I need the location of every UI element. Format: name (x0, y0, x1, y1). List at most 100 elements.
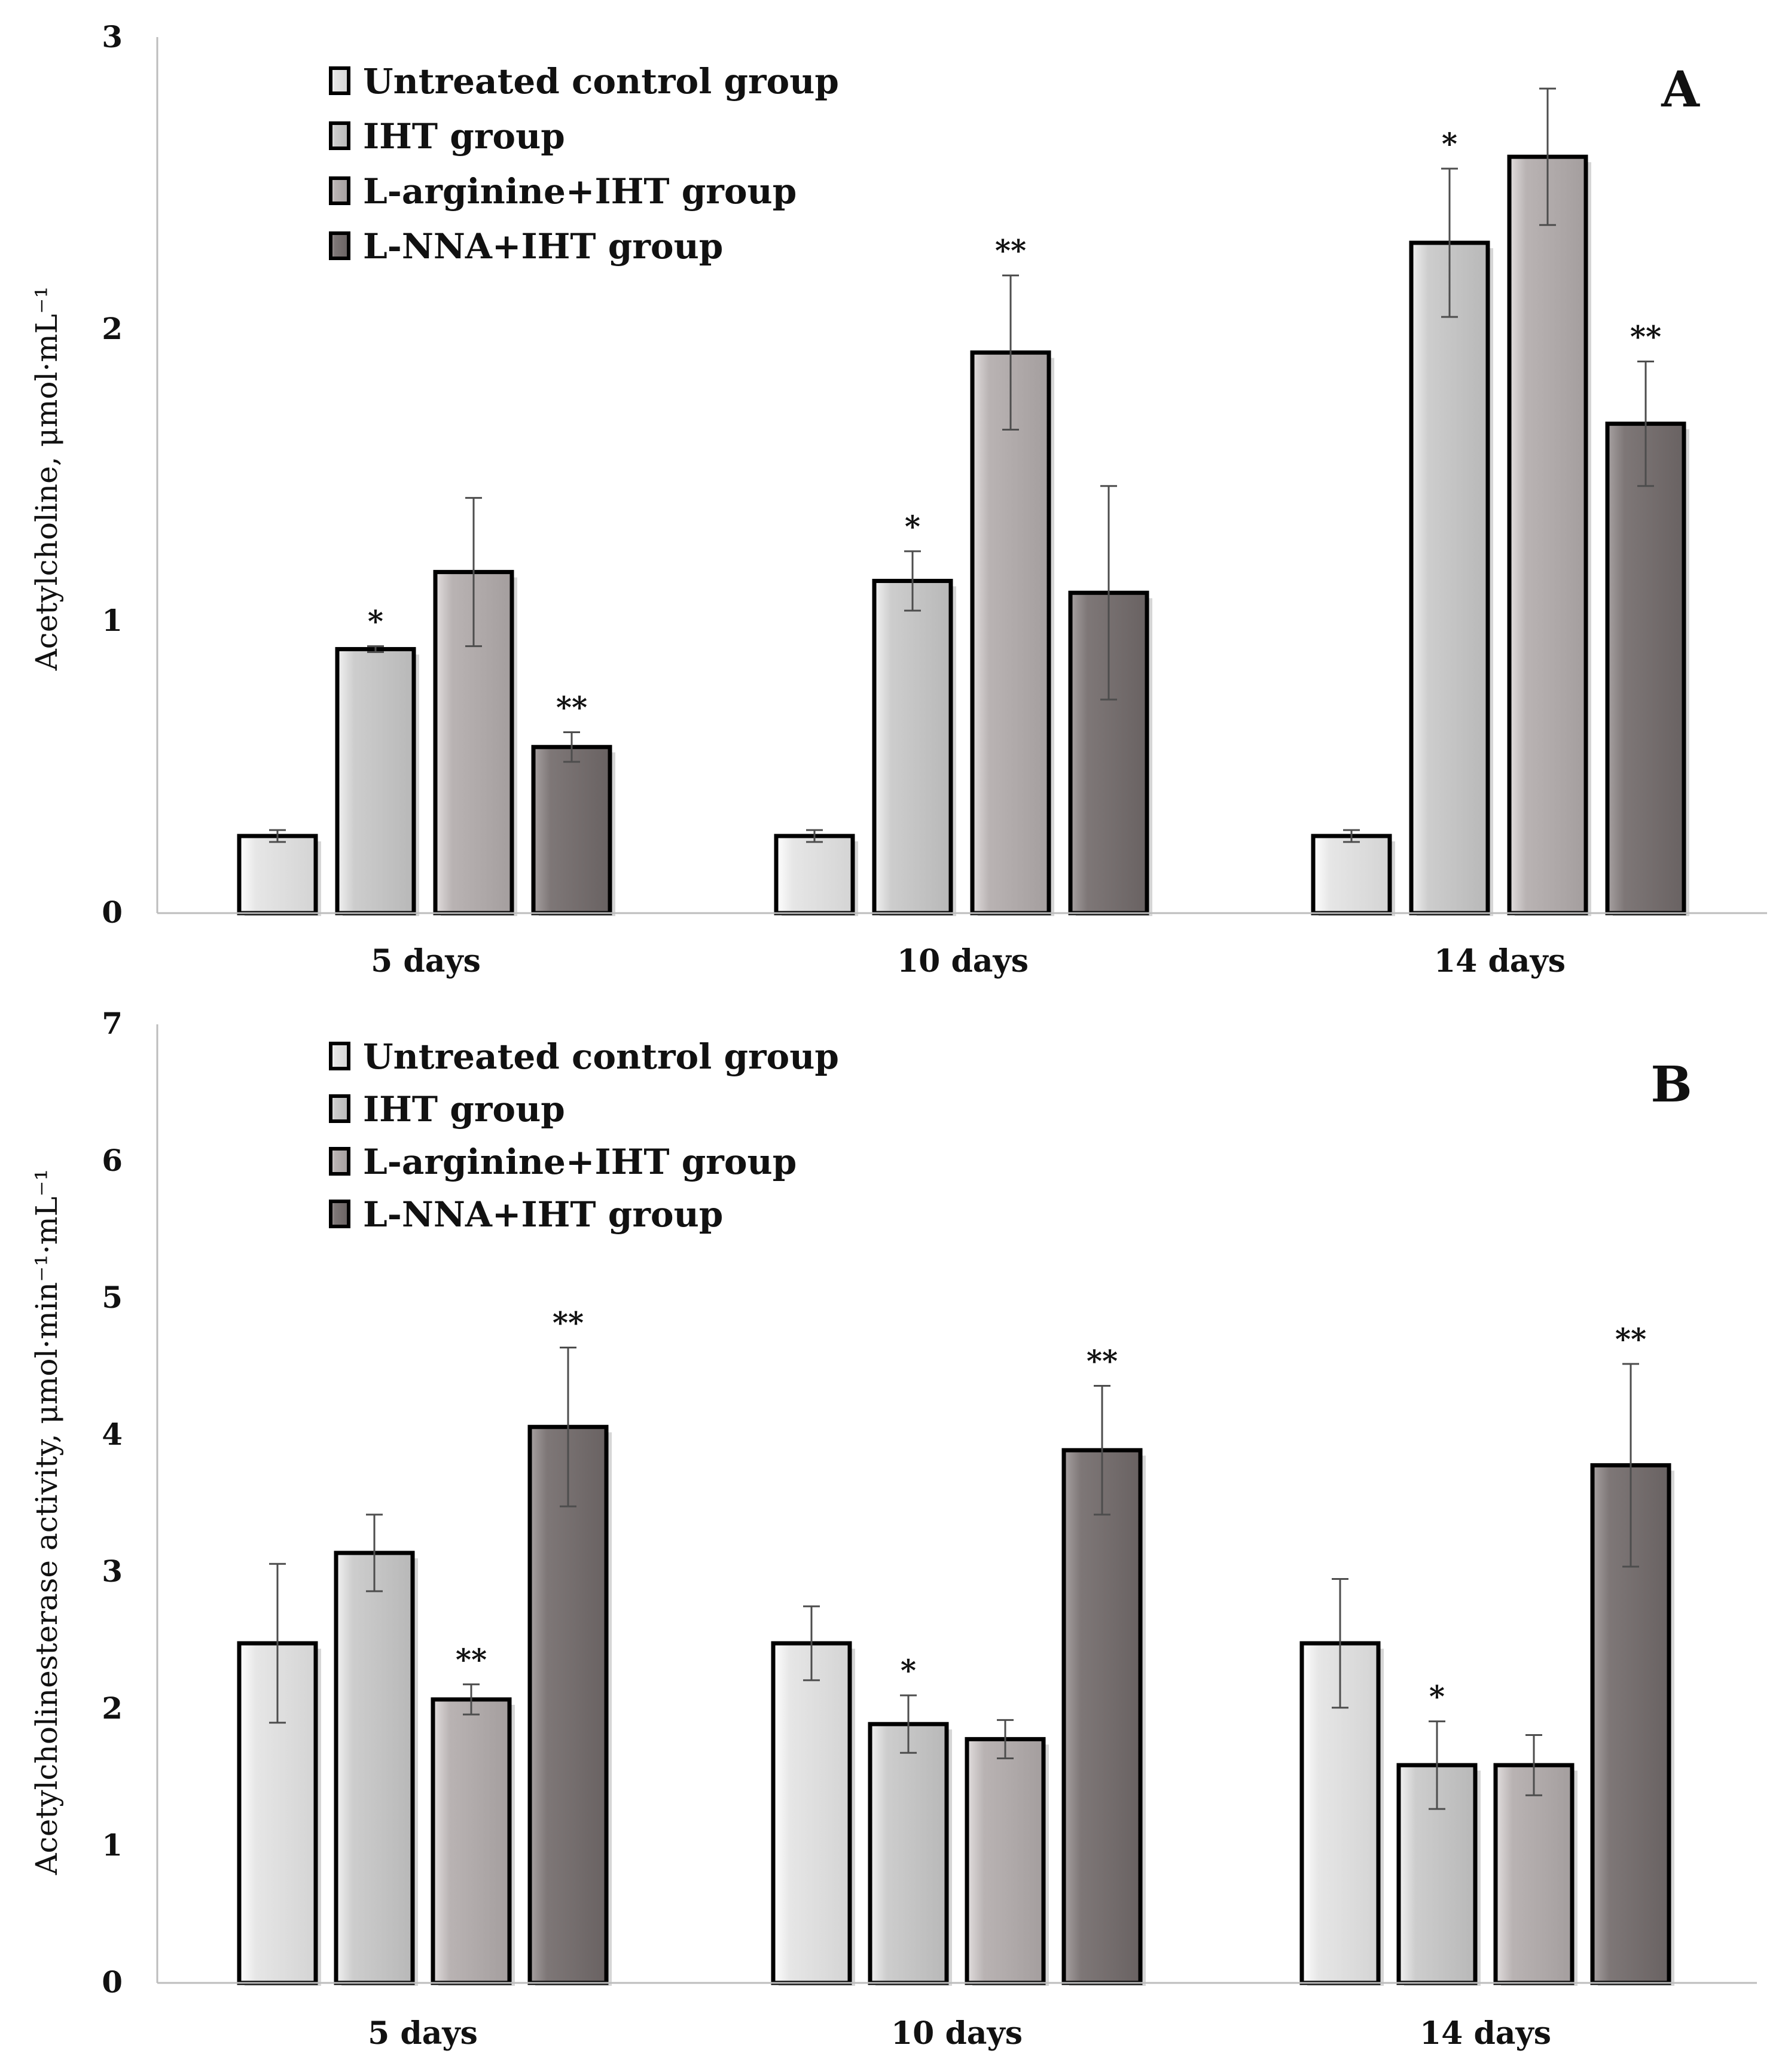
legend-label: IHT group (363, 116, 565, 157)
error-bar (463, 1683, 480, 1716)
significance-mark: ** (995, 233, 1026, 268)
x-category-label: 5 days (371, 943, 481, 979)
x-category-label: 10 days (891, 2015, 1023, 2052)
bar-l-arginine (965, 1737, 1046, 1985)
legend-swatch-l-arginine (329, 1147, 350, 1176)
significance-mark: ** (556, 689, 587, 725)
y-tick-label: 7 (102, 1006, 123, 1041)
x-category-label: 14 days (1420, 2015, 1551, 2052)
legend-swatch-iht (329, 1094, 350, 1123)
error-bars (269, 87, 1654, 843)
chart-panel-b: Acetylcholinesterase activity, μmol·min⁻… (29, 1006, 1757, 2052)
bar-l-arginine (1493, 1763, 1575, 1985)
significance-marks: ********** (456, 1305, 1646, 1714)
bar-l-arginine (970, 350, 1051, 916)
y-ticks: 0 1 2 3 4 5 6 7 (102, 1006, 123, 2000)
error-bar (269, 1563, 286, 1724)
bar-l-nna (527, 1424, 609, 1985)
legend-label: IHT group (363, 1089, 565, 1130)
y-axis-label: Acetylcholine, μmol·mL⁻¹ (29, 286, 64, 672)
error-bar (1441, 167, 1458, 318)
x-category-label: 14 days (1434, 943, 1566, 979)
bar-l-nna (1605, 422, 1686, 916)
legend-label: L-NNA+IHT group (363, 1194, 723, 1235)
x-categories: 5 days 10 days 14 days (368, 2015, 1551, 2052)
chart-panel-a: Acetylcholine, μmol·mL⁻¹ 0 1 2 3 *******… (29, 19, 1767, 979)
error-bar (806, 829, 823, 843)
error-bar (904, 550, 921, 612)
error-bar (1100, 485, 1117, 701)
error-bar (1525, 1734, 1542, 1796)
significance-mark: ** (1087, 1344, 1118, 1379)
error-bar (900, 1694, 917, 1754)
error-bar (1622, 1363, 1639, 1568)
bar-untreated (774, 834, 855, 916)
legend-swatch-l-nna (329, 1200, 350, 1228)
error-bar (563, 731, 580, 763)
bar-l-arginine (431, 1697, 512, 1985)
bar-untreated (237, 834, 318, 916)
error-bar (1332, 1577, 1348, 1709)
y-tick-label: 2 (102, 1690, 123, 1726)
y-tick-label: 4 (102, 1417, 123, 1452)
legend-label: L-arginine+IHT group (363, 1142, 797, 1182)
significance-mark: * (905, 509, 920, 544)
bar-l-nna (1061, 1448, 1143, 1985)
panel-label: A (1661, 61, 1700, 118)
significance-marks: ********* (368, 126, 1661, 725)
legend-swatch-l-arginine (329, 176, 350, 205)
x-categories: 5 days 10 days 14 days (371, 943, 1566, 979)
legend-label: Untreated control group (363, 61, 839, 102)
bar-l-arginine (1507, 154, 1588, 916)
error-bars (269, 1346, 1639, 1810)
legend-swatch-iht (329, 121, 350, 150)
bar-l-nna (531, 744, 612, 916)
bars (237, 154, 1689, 917)
y-tick-label: 0 (102, 1964, 123, 2000)
y-tick-label: 0 (102, 895, 123, 930)
legend-swatch-untreated (329, 66, 350, 95)
legend-swatch-l-nna (329, 231, 350, 260)
significance-mark: ** (553, 1305, 584, 1340)
bar-iht (335, 647, 416, 916)
y-ticks: 0 1 2 3 (102, 19, 123, 930)
error-bar (1539, 87, 1556, 226)
legend-label: L-NNA+IHT group (363, 226, 723, 267)
x-category-label: 5 days (368, 2015, 478, 2052)
bar-iht (872, 578, 953, 916)
error-bar (1343, 829, 1360, 843)
significance-mark: ** (456, 1642, 487, 1677)
error-bar (1637, 360, 1654, 487)
error-bar (803, 1605, 820, 1682)
error-bar (560, 1346, 576, 1508)
x-category-label: 10 days (897, 943, 1029, 979)
y-tick-label: 3 (102, 19, 123, 54)
error-bar (1002, 274, 1019, 431)
significance-mark: ** (1630, 319, 1661, 354)
significance-mark: * (1442, 126, 1457, 161)
error-bar (997, 1719, 1014, 1759)
error-bar (269, 829, 286, 843)
error-bar (1429, 1720, 1445, 1810)
error-bar (1094, 1385, 1110, 1516)
legend: Untreated control group IHT group L-argi… (329, 1036, 839, 1235)
legend: Untreated control group IHT group L-argi… (329, 61, 839, 267)
y-axis-label: Acetylcholinesterase activity, μmol·min⁻… (29, 1169, 64, 1876)
significance-mark: * (368, 604, 383, 639)
bar-iht (1409, 240, 1490, 916)
error-bar (465, 497, 482, 648)
significance-mark: ** (1615, 1322, 1646, 1357)
y-tick-label: 1 (102, 1827, 123, 1863)
legend-swatch-untreated (329, 1042, 350, 1070)
bar-untreated (771, 1641, 852, 1985)
significance-mark: * (901, 1653, 916, 1688)
bar-iht (868, 1722, 949, 1985)
y-tick-label: 3 (102, 1554, 123, 1589)
bars (237, 1424, 1674, 1986)
error-bar (366, 1513, 383, 1592)
legend-label: L-arginine+IHT group (363, 171, 797, 212)
panel-label: B (1650, 1056, 1692, 1113)
y-tick-label: 2 (102, 311, 123, 346)
error-bar (367, 645, 384, 654)
